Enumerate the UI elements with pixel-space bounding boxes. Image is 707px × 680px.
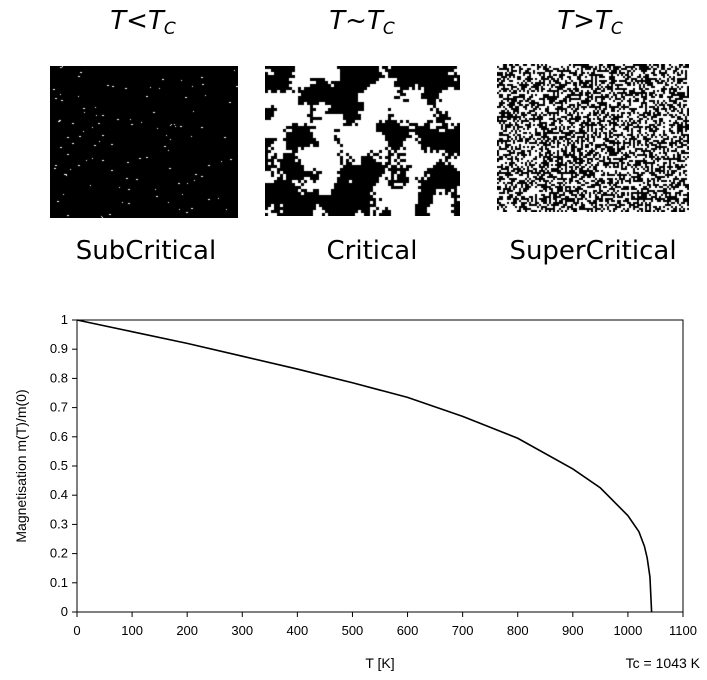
y-tick-label: 0.3 bbox=[50, 516, 68, 531]
tc-annotation: Tc = 1043 K bbox=[626, 655, 701, 671]
x-tick-label: 100 bbox=[121, 623, 143, 638]
y-axis: 0 0.1 0.2 0.3 0.4 0.5 0.6 0.7 0.8 0.9 1 bbox=[50, 312, 77, 619]
subcritical-spin-image bbox=[50, 66, 238, 218]
y-tick-label: 0 bbox=[61, 604, 68, 619]
x-tick-label: 1000 bbox=[613, 623, 642, 638]
y-tick-label: 0.8 bbox=[50, 370, 68, 385]
magnetisation-curve bbox=[76, 319, 653, 613]
subcritical-title: T<TC bbox=[110, 6, 176, 39]
critical-spin-image bbox=[265, 66, 460, 216]
x-tick-label: 800 bbox=[507, 623, 529, 638]
magnetisation-chart: 0 0.1 0.2 0.3 0.4 0.5 0.6 0.7 0.8 0.9 1 0 100 200 300… bbox=[13, 312, 701, 671]
x-tick-label: 500 bbox=[342, 623, 364, 638]
x-axis-label: T [K] bbox=[365, 655, 394, 671]
supercritical-spin-image bbox=[497, 64, 689, 212]
x-tick-label: 700 bbox=[452, 623, 474, 638]
x-tick-label: 0 bbox=[73, 623, 80, 638]
x-axis: 0 100 200 300 400 500 600 700 800 900 1000 1100 bbox=[73, 612, 697, 638]
y-tick-label: 0.5 bbox=[50, 458, 68, 473]
y-tick-label: 0.9 bbox=[50, 341, 68, 356]
subcritical-label: SubCritical bbox=[75, 236, 217, 266]
y-tick-label: 0.1 bbox=[50, 575, 68, 590]
x-tick-label: 400 bbox=[287, 623, 309, 638]
x-tick-label: 200 bbox=[176, 623, 198, 638]
y-tick-label: 0.6 bbox=[50, 429, 68, 444]
y-axis-label: Magnetisation m(T)/m(0) bbox=[13, 389, 29, 542]
critical-label: Critical bbox=[326, 236, 418, 266]
y-tick-label: 1 bbox=[61, 312, 68, 327]
x-tick-label: 1100 bbox=[669, 623, 697, 638]
y-tick-label: 0.4 bbox=[50, 487, 68, 502]
plot-frame bbox=[76, 319, 684, 613]
y-tick-label: 0.7 bbox=[50, 400, 68, 415]
x-tick-label: 300 bbox=[231, 623, 253, 638]
x-tick-label: 900 bbox=[562, 623, 584, 638]
x-tick-label: 600 bbox=[397, 623, 419, 638]
y-tick-label: 0.2 bbox=[50, 546, 68, 561]
supercritical-label: SuperCritical bbox=[509, 236, 677, 266]
critical-title: T~TC bbox=[329, 6, 395, 39]
supercritical-title: T>TC bbox=[557, 6, 623, 39]
